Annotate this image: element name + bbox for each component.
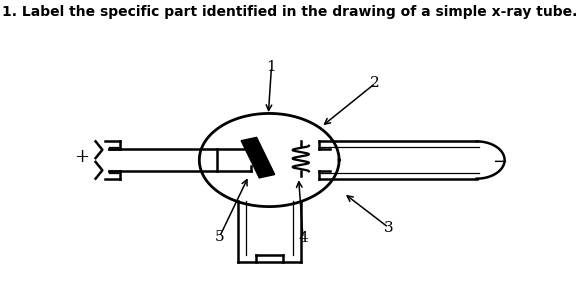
Polygon shape	[241, 137, 274, 178]
Text: +: +	[74, 148, 89, 166]
Text: 3: 3	[384, 221, 394, 235]
Text: 4: 4	[298, 231, 308, 245]
Text: 5: 5	[215, 230, 225, 244]
Text: −: −	[492, 153, 507, 171]
Text: 1. Label the specific part identified in the drawing of a simple x-ray tube.: 1. Label the specific part identified in…	[2, 5, 577, 19]
Text: 2: 2	[371, 76, 380, 90]
Text: 1: 1	[266, 60, 276, 74]
